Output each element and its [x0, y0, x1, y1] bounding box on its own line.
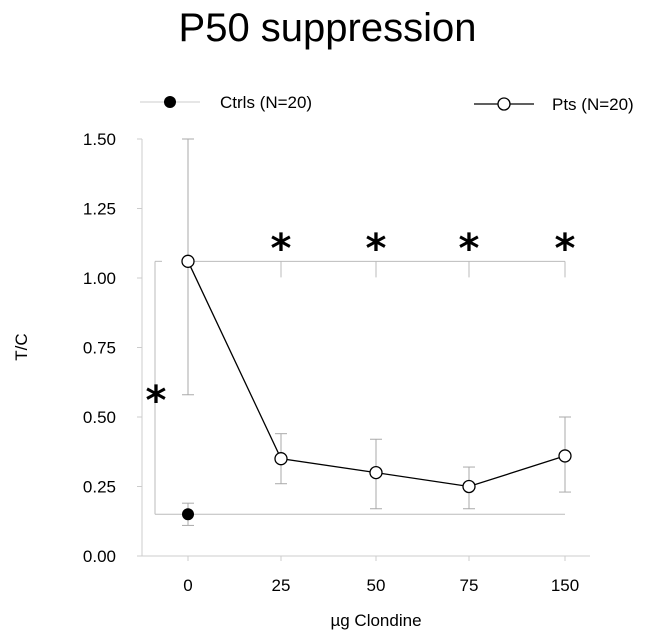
ctrls-data-point: [182, 508, 194, 521]
significance-asterisk: *: [555, 226, 576, 272]
y-tick-label: 0.75: [83, 339, 116, 358]
x-axis-label: µg Clondine: [330, 611, 421, 630]
pts-data-point: [274, 452, 288, 466]
x-tick-label: 50: [367, 576, 386, 595]
significance-asterisk: *: [459, 226, 480, 272]
pts-data-point: [369, 465, 383, 480]
x-tick-label: 150: [551, 576, 579, 595]
significance-asterisk-bracket: *: [146, 378, 167, 424]
y-tick-label: 0.25: [83, 478, 116, 497]
significance-asterisk: *: [366, 226, 387, 272]
legend-ctrls-label: Ctrls (N=20): [220, 93, 312, 112]
y-tick-label: 1.50: [83, 130, 116, 149]
x-tick-label: 0: [183, 576, 192, 595]
legend-pts-marker: [497, 97, 511, 111]
significance-markers: * * * * *: [146, 226, 576, 515]
axes: 0.00 0.25 0.50 0.75 1.00 1.25 1.50 0 25 50 75 150: [83, 130, 590, 595]
legend-pts-label: Pts (N=20): [552, 95, 634, 114]
legend-ctrls-marker: [164, 96, 176, 108]
x-tick-label: 25: [272, 576, 291, 595]
x-tick-label: 75: [460, 576, 479, 595]
pts-data-point: [181, 254, 195, 268]
chart-title: P50 suppression: [178, 6, 477, 50]
y-axis-label: T/C: [12, 333, 31, 360]
y-tick-label: 1.25: [83, 200, 116, 219]
y-tick-label: 0.00: [83, 547, 116, 566]
pts-data-point: [462, 479, 476, 494]
legend: Ctrls (N=20) Pts (N=20): [140, 93, 634, 114]
data-markers: [181, 254, 572, 521]
y-tick-label: 0.50: [83, 408, 116, 427]
significance-asterisk: *: [271, 226, 292, 272]
pts-data-point: [558, 449, 572, 463]
y-tick-label: 1.00: [83, 269, 116, 288]
